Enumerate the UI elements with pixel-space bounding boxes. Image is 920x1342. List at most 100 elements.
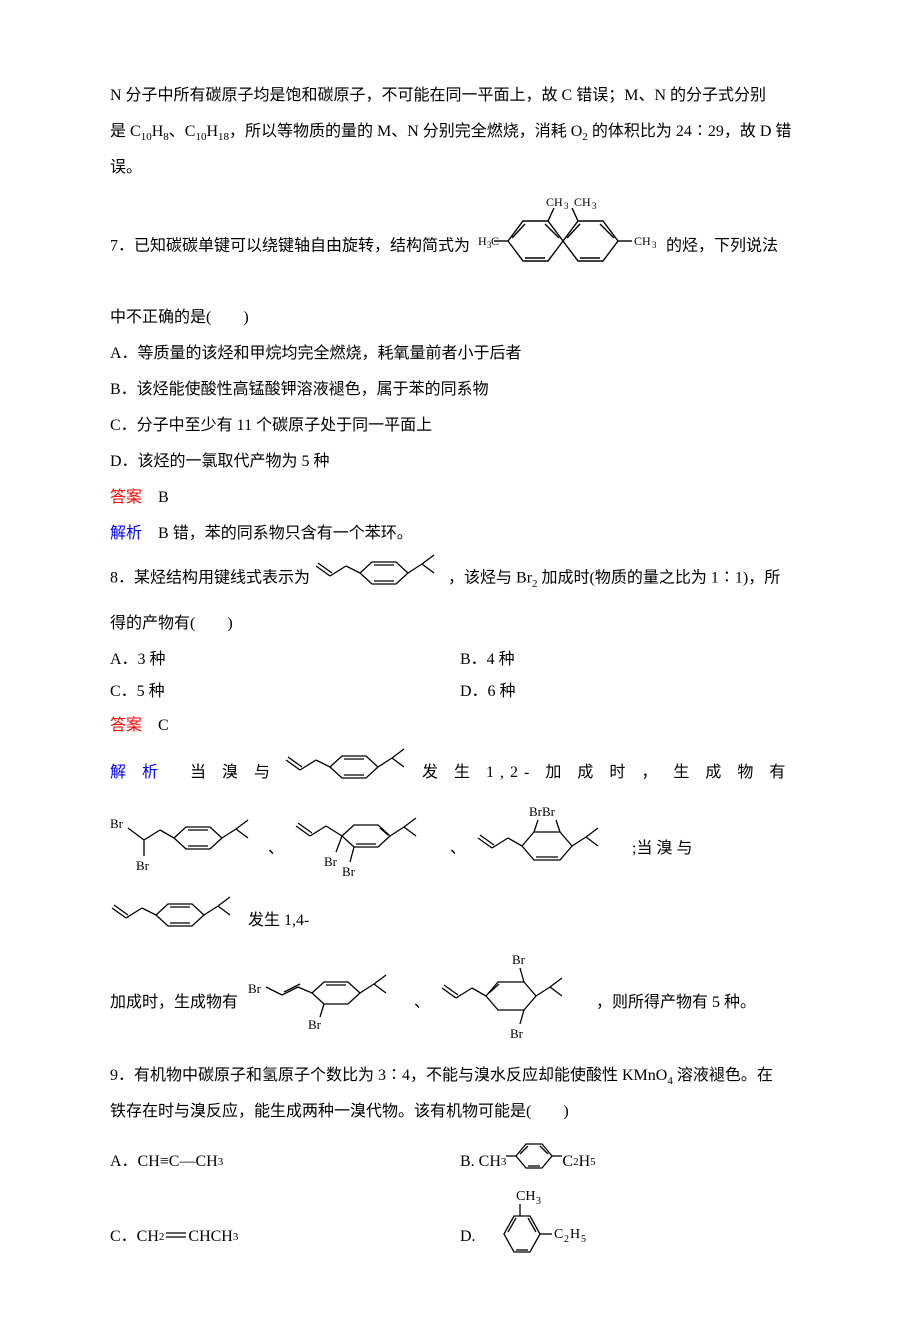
sub: 10 bbox=[141, 131, 152, 143]
optB-b: C bbox=[562, 1146, 573, 1178]
svg-text:Br: Br bbox=[510, 1026, 524, 1041]
svg-text:5: 5 bbox=[581, 1234, 586, 1245]
svg-text:Br: Br bbox=[110, 816, 124, 831]
q9-stem-a: 9．有机物中碳原子和氢原子个数比为 3∶4，不能与溴水反应却能使酸性 KMnO bbox=[110, 1067, 667, 1084]
sub: 3 bbox=[233, 1226, 239, 1248]
q8-exp-row1: 解 析 当 溴 与 发 生 1,2- 加 成 时 ， 生 成 物 有 bbox=[110, 748, 810, 798]
svg-text:Br: Br bbox=[308, 1017, 322, 1032]
explanation-label: 解析 bbox=[110, 525, 142, 542]
chem-struct: Br Br bbox=[292, 808, 442, 890]
sep: 、 bbox=[268, 833, 284, 865]
svg-text:CH: CH bbox=[574, 196, 591, 209]
svg-text:Br: Br bbox=[248, 981, 262, 996]
q8-exp-g: 加成时，生成物有 bbox=[110, 987, 238, 1019]
optC-a: C．CH bbox=[110, 1221, 159, 1253]
optD-a: D. bbox=[460, 1221, 476, 1253]
answer-value: C bbox=[142, 717, 169, 734]
q8-exp-i: ，则所得产物有 5 种。 bbox=[596, 987, 756, 1019]
q9-optD: D. CH3 C2H5 bbox=[460, 1192, 810, 1282]
chem-struct bbox=[110, 896, 240, 946]
intro-line3: 误。 bbox=[110, 152, 810, 184]
benzene-subst-icon: CH3 C2H5 bbox=[476, 1188, 596, 1286]
svg-text:3: 3 bbox=[652, 240, 657, 250]
chem-struct: Br Br bbox=[438, 952, 588, 1054]
intro-text: 的体积比为 24∶29，故 D 错 bbox=[588, 123, 792, 140]
page: N 分子中所有碳原子均是饱和碳原子，不可能在同一平面上，故 C 错误；M、N 的… bbox=[0, 0, 920, 1342]
q7-stem-a: 7．已知碳碳单键可以绕键轴自由旋转，结构简式为 bbox=[110, 238, 470, 255]
q7-structure: CH3 CH3 H3C CH3 bbox=[478, 196, 658, 298]
svg-text:Br: Br bbox=[342, 864, 356, 878]
answer-label: 答案 bbox=[110, 489, 142, 506]
svg-text:Br: Br bbox=[324, 854, 338, 869]
svg-text:CH: CH bbox=[546, 196, 563, 209]
intro-line2: 是 C10H8、C10H18，所以等物质的量的 M、N 分别完全燃烧，消耗 O2… bbox=[110, 116, 810, 148]
sub: 18 bbox=[218, 131, 229, 143]
optB-c: H bbox=[579, 1146, 591, 1178]
sub: 3 bbox=[218, 1151, 224, 1173]
q8-answer: 答案 C bbox=[110, 710, 810, 742]
q8-exp-b: 发 生 1,2- 加 成 时 ， 生 成 物 有 bbox=[422, 757, 791, 789]
sub: 5 bbox=[590, 1151, 596, 1173]
sub: 2 bbox=[159, 1226, 165, 1248]
q9-optB: B. CH3 C2H5 bbox=[460, 1132, 810, 1192]
q8-stem: 8．某烃结构用键线式表示为 ，该烃与 Br2 加成时(物质的量之比为 1∶1)，… bbox=[110, 554, 810, 604]
answer-value: B bbox=[142, 489, 169, 506]
svg-text:CH: CH bbox=[634, 234, 651, 248]
q8-stem-a: 8．某烃结构用键线式表示为 bbox=[110, 570, 310, 587]
q7-explanation: 解析 B 错，苯的同系物只含有一个苯环。 bbox=[110, 518, 810, 550]
explanation-text: B 错，苯的同系物只含有一个苯环。 bbox=[142, 525, 413, 542]
svg-text:C: C bbox=[491, 234, 499, 248]
intro-text: 是 C bbox=[110, 123, 141, 140]
svg-text:C: C bbox=[554, 1227, 563, 1242]
q8-stem-c: 加成时(物质的量之比为 1∶1)，所 bbox=[538, 570, 781, 587]
q9-options: A．CH≡C—CH3 B. CH3 C2H5 C．CH2 bbox=[110, 1132, 810, 1282]
q7-optD: D．该烃的一氯取代产物为 5 种 bbox=[110, 446, 810, 478]
optA-text: A．CH≡C—CH bbox=[110, 1146, 218, 1178]
q7-stem: 7．已知碳碳单键可以绕键轴自由旋转，结构简式为 bbox=[110, 196, 810, 298]
optB-a: B. CH bbox=[460, 1146, 501, 1178]
q8-optA: A．3 种 bbox=[110, 644, 460, 676]
sub: 10 bbox=[195, 131, 206, 143]
q7-optA: A．等质量的该烃和甲烷均完全燃烧，耗氧量前者小于后者 bbox=[110, 338, 810, 370]
q7-optC: C．分子中至少有 11 个碳原子处于同一平面上 bbox=[110, 410, 810, 442]
intro-text: H bbox=[206, 123, 218, 140]
q8-exp-f: 发生 1,4- bbox=[248, 905, 309, 937]
explanation-label: 解 析 bbox=[110, 757, 164, 789]
q8-structure bbox=[314, 554, 444, 604]
svg-text:3: 3 bbox=[592, 201, 597, 211]
chem-struct: Br Br bbox=[246, 959, 406, 1047]
q8-stem-d: 得的产物有( ) bbox=[110, 608, 810, 640]
benzene-icon bbox=[506, 1138, 562, 1186]
svg-text:H: H bbox=[570, 1227, 580, 1242]
svg-text:3: 3 bbox=[564, 201, 569, 211]
intro-text: H bbox=[152, 123, 164, 140]
q8-stem-b: ，该烃与 Br bbox=[448, 570, 532, 587]
intro-line1: N 分子中所有碳原子均是饱和碳原子，不可能在同一平面上，故 C 错误；M、N 的… bbox=[110, 80, 810, 112]
q9-optA: A．CH≡C—CH3 bbox=[110, 1132, 460, 1192]
sep: 、 bbox=[414, 987, 430, 1019]
q9-stem-line1: 9．有机物中碳原子和氢原子个数比为 3∶4，不能与溴水反应却能使酸性 KMnO4… bbox=[110, 1060, 810, 1092]
svg-text:3: 3 bbox=[536, 1196, 541, 1207]
intro-text: 、C bbox=[169, 123, 196, 140]
q7-stem-c: 中不正确的是( ) bbox=[110, 302, 810, 334]
q8-options: A．3 种 B．4 种 C．5 种 D．6 种 bbox=[110, 644, 810, 708]
svg-text:2: 2 bbox=[564, 1234, 569, 1245]
q8-optC: C．5 种 bbox=[110, 676, 460, 708]
chem-struct: Br Br bbox=[110, 808, 260, 890]
q9-stem-b: 溶液褪色。在 bbox=[673, 1067, 773, 1084]
q8-optB: B．4 种 bbox=[460, 644, 810, 676]
q8-optD: D．6 种 bbox=[460, 676, 810, 708]
svg-text:Br: Br bbox=[512, 952, 526, 967]
q8-exp-a: 当 溴 与 bbox=[190, 757, 276, 789]
q7-optB: B．该烃能使酸性高锰酸钾溶液褪色，属于苯的同系物 bbox=[110, 374, 810, 406]
chem-struct: BrBr bbox=[474, 804, 624, 894]
q9-optC: C．CH2 CHCH3 bbox=[110, 1192, 460, 1282]
sep: 、 bbox=[450, 833, 466, 865]
svg-text:H: H bbox=[478, 234, 487, 248]
q8-exp-e: ;当 溴 与 bbox=[632, 833, 692, 865]
answer-label: 答案 bbox=[110, 717, 142, 734]
chem-struct bbox=[284, 748, 414, 798]
optC-b: CHCH bbox=[188, 1221, 232, 1253]
svg-text:CH: CH bbox=[516, 1189, 535, 1204]
q7-stem-b: 的烃，下列说法 bbox=[666, 238, 778, 255]
